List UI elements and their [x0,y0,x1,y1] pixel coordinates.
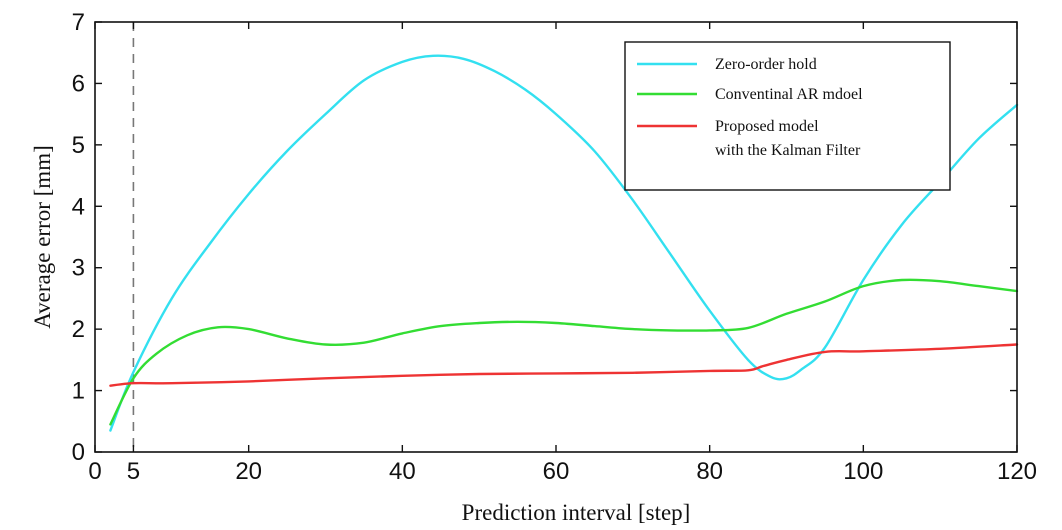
y-tick-label: 0 [72,439,85,466]
y-tick-label: 4 [72,193,85,220]
y-tick-label: 5 [72,132,85,159]
x-axis-title: Prediction interval [step] [462,500,691,525]
y-axis-title: Average error [mm] [30,145,55,328]
x-tick-label: 0 [88,458,101,485]
y-tick-label: 2 [72,316,85,343]
y-tick-label: 3 [72,255,85,282]
y-tick-label: 1 [72,378,85,405]
legend-label-1: Conventinal AR mdoel [715,86,863,103]
series-line-1 [109,278,1019,426]
y-tick-label: 7 [72,9,85,36]
x-tick-label: 100 [843,458,883,485]
x-tick-label: 80 [696,458,723,485]
series-line-0 [109,54,1019,432]
x-tick-label: 60 [543,458,570,485]
x-tick-label: 120 [997,458,1037,485]
legend: Zero-order hold Conventinal AR mdoel Propo… [624,41,951,191]
x-tick-label: 20 [235,458,262,485]
x-tick-label: 40 [389,458,416,485]
legend-label-2: Proposed model with the Kalman Filter [715,118,861,159]
legend-label-0: Zero-order hold [715,56,817,73]
x-tick-label: 5 [127,458,140,485]
series-line-2 [109,343,1019,387]
legend-box [624,41,951,191]
plot-area [109,22,1019,452]
y-tick-label: 6 [72,70,85,97]
